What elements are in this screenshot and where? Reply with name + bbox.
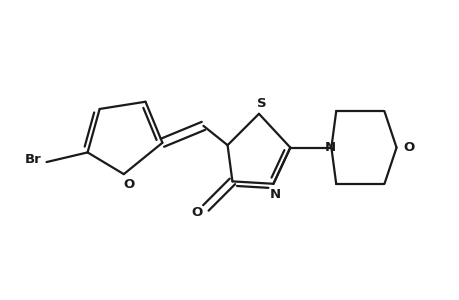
- Text: O: O: [123, 178, 134, 191]
- Text: N: N: [324, 141, 335, 154]
- Text: N: N: [269, 188, 280, 201]
- Text: Br: Br: [25, 153, 41, 166]
- Text: O: O: [402, 141, 414, 154]
- Text: S: S: [256, 97, 266, 110]
- Text: O: O: [191, 206, 202, 219]
